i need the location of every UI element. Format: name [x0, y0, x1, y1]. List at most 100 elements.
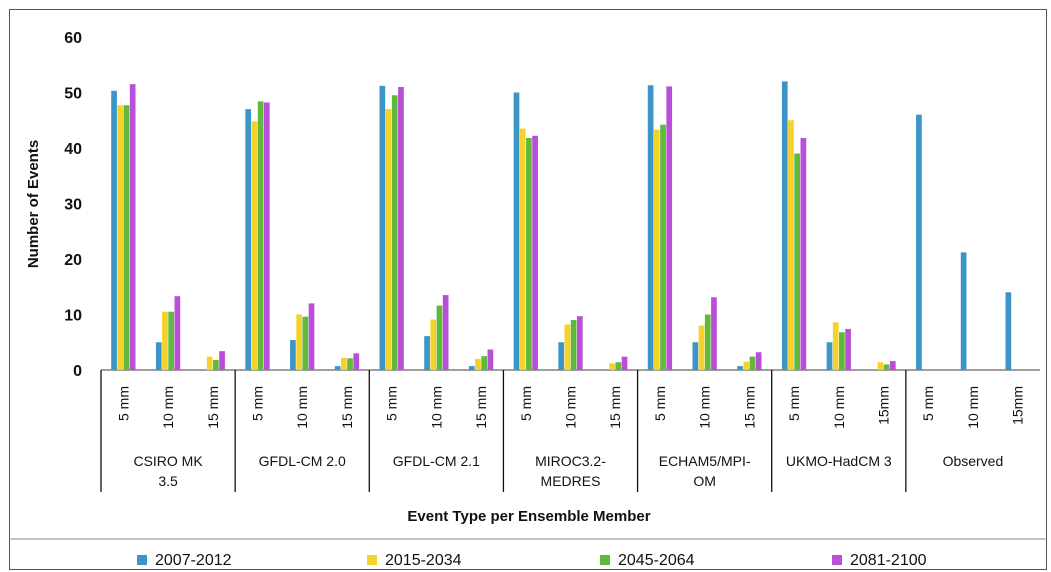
y-tick-label: 0 — [73, 363, 82, 380]
bar-2015-2034-1 — [162, 311, 168, 370]
bar-2081-2100-14 — [755, 352, 762, 370]
bar-2045-2064-10 — [570, 320, 577, 370]
bar-2015-2034-14 — [743, 361, 750, 370]
bar-2007-2012-20 — [1005, 292, 1012, 370]
bar-2081-2100-6 — [398, 86, 404, 370]
bar-2045-2064-8 — [481, 356, 488, 370]
bar-2081-2100-10 — [576, 316, 583, 370]
bar-2007-2012-5 — [334, 366, 341, 370]
bar-2045-2064-13 — [704, 314, 711, 370]
bar-2045-2064-12 — [660, 124, 666, 370]
bar-2007-2012-15 — [781, 81, 788, 371]
bar-2015-2034-7 — [430, 319, 437, 370]
group-label: CSIRO MK — [133, 453, 203, 469]
bar-2015-2034-17 — [877, 362, 884, 370]
legend-swatch — [832, 555, 842, 565]
category-label: 15 mm — [607, 386, 623, 429]
bar-2007-2012-12 — [647, 85, 654, 370]
category-label: 5 mm — [518, 386, 534, 421]
legend-swatch — [367, 555, 377, 565]
bar-2045-2064-5 — [347, 358, 353, 370]
legend-label: 2045-2064 — [618, 552, 695, 569]
y-tick-label: 60 — [64, 30, 82, 47]
bar-2015-2034-12 — [653, 129, 660, 370]
bar-2007-2012-9 — [513, 92, 520, 370]
category-label: 5 mm — [786, 386, 802, 421]
bar-2045-2064-16 — [839, 332, 845, 370]
category-label: 15 mm — [473, 386, 489, 429]
bar-2081-2100-3 — [263, 102, 270, 371]
bar-2007-2012-13 — [692, 342, 699, 370]
group-label: MEDRES — [541, 473, 601, 489]
bar-2015-2034-11 — [609, 363, 615, 370]
category-label: 5 mm — [920, 386, 936, 421]
bar-2015-2034-4 — [296, 314, 302, 370]
bar-2015-2034-5 — [340, 357, 347, 370]
bar-2007-2012-1 — [155, 342, 162, 370]
bar-2045-2064-11 — [615, 362, 622, 370]
bar-2081-2100-4 — [308, 303, 315, 370]
bar-2081-2100-17 — [889, 361, 896, 370]
category-label: 15 mm — [339, 386, 355, 429]
category-label: 15mm — [1010, 386, 1026, 425]
group-label: Observed — [943, 453, 1004, 469]
bar-2045-2064-1 — [168, 311, 175, 370]
bar-2081-2100-0 — [129, 84, 136, 371]
bar-2015-2034-0 — [117, 105, 124, 370]
category-label: 5 mm — [250, 386, 266, 421]
bar-2081-2100-15 — [800, 138, 807, 370]
y-tick-label: 50 — [64, 86, 82, 103]
bar-2045-2064-15 — [794, 153, 801, 370]
category-label: 10 mm — [294, 386, 310, 429]
bar-2015-2034-2 — [206, 356, 213, 370]
bar-2081-2100-1 — [174, 296, 181, 370]
group-label: ECHAM5/MPI- — [659, 453, 751, 469]
bar-2007-2012-3 — [245, 109, 252, 371]
legend-label: 2007-2012 — [155, 552, 232, 569]
category-label: 15 mm — [741, 386, 757, 429]
bar-2015-2034-10 — [564, 324, 571, 370]
bar-2015-2034-8 — [475, 358, 481, 370]
group-label: 3.5 — [158, 473, 178, 489]
bar-2081-2100-13 — [711, 297, 717, 370]
bar-2007-2012-6 — [379, 85, 386, 370]
bar-2045-2064-7 — [436, 305, 443, 370]
bar-2015-2034-13 — [698, 325, 705, 370]
category-label: 5 mm — [652, 386, 668, 421]
y-axis-title: Number of Events — [25, 140, 42, 268]
legend-label: 2015-2034 — [385, 552, 462, 569]
y-tick-label: 30 — [64, 197, 82, 214]
bar-2007-2012-10 — [558, 342, 565, 370]
category-label: 10 mm — [428, 386, 444, 429]
bar-2007-2012-8 — [468, 366, 475, 370]
group-label: GFDL-CM 2.1 — [393, 453, 480, 469]
bar-2015-2034-16 — [832, 322, 839, 370]
x-axis-title: Event Type per Ensemble Member — [407, 508, 650, 525]
bar-2007-2012-18 — [916, 114, 922, 370]
y-tick-label: 10 — [64, 308, 82, 325]
bar-2007-2012-16 — [826, 342, 833, 370]
bar-2007-2012-7 — [424, 336, 430, 370]
bar-2081-2100-7 — [442, 295, 449, 370]
bar-2015-2034-3 — [251, 121, 258, 370]
category-label: 10 mm — [965, 386, 981, 429]
group-label: UKMO-HadCM 3 — [786, 453, 892, 469]
category-label: 15 mm — [205, 386, 221, 429]
y-tick-label: 40 — [64, 141, 82, 158]
bar-2045-2064-9 — [526, 138, 532, 370]
bar-2045-2064-3 — [257, 101, 264, 370]
group-label: MIROC3.2- — [535, 453, 606, 469]
legend-label: 2081-2100 — [850, 552, 927, 569]
bar-2045-2064-17 — [883, 364, 890, 370]
y-tick-label: 20 — [64, 252, 82, 269]
category-label: 10 mm — [697, 386, 713, 429]
bar-2081-2100-16 — [845, 328, 851, 370]
legend-swatch — [600, 555, 610, 565]
bar-2015-2034-6 — [385, 109, 392, 371]
bar-2007-2012-14 — [737, 366, 743, 370]
bar-2007-2012-0 — [111, 90, 117, 371]
category-label: 15mm — [876, 386, 892, 425]
bar-2081-2100-8 — [487, 349, 494, 370]
chart-frame — [9, 9, 1047, 570]
